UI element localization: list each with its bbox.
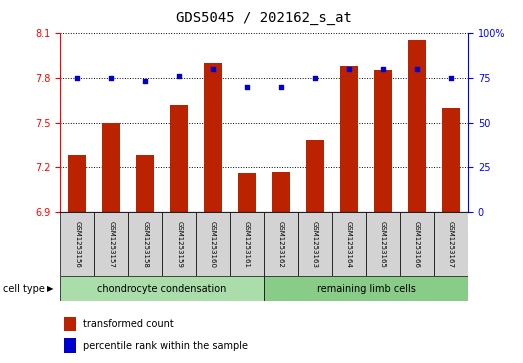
Text: GSM1253160: GSM1253160: [210, 221, 216, 268]
Bar: [204, 62, 222, 212]
Text: GSM1253158: GSM1253158: [142, 221, 148, 268]
Bar: [272, 172, 290, 212]
Bar: [340, 66, 358, 212]
Point: [413, 66, 422, 72]
Bar: [162, 212, 196, 276]
Text: GSM1253159: GSM1253159: [176, 221, 182, 268]
Point: [209, 66, 218, 72]
Text: ▶: ▶: [47, 284, 53, 293]
Bar: [298, 212, 332, 276]
Text: GSM1253161: GSM1253161: [244, 221, 250, 268]
Bar: [68, 155, 86, 212]
Bar: [64, 338, 76, 353]
Text: chondrocyte condensation: chondrocyte condensation: [97, 284, 227, 294]
Text: GSM1253166: GSM1253166: [414, 221, 420, 268]
Point: [175, 73, 184, 79]
Bar: [102, 123, 120, 212]
Bar: [238, 174, 256, 212]
Text: GSM1253157: GSM1253157: [108, 221, 114, 268]
Bar: [434, 212, 468, 276]
Text: percentile rank within the sample: percentile rank within the sample: [83, 340, 247, 351]
Bar: [408, 40, 426, 212]
Point: [345, 66, 354, 72]
Bar: [264, 212, 298, 276]
Bar: [230, 212, 264, 276]
Point: [311, 75, 320, 81]
Text: GSM1253165: GSM1253165: [380, 221, 386, 268]
Text: GSM1253167: GSM1253167: [448, 221, 454, 268]
Bar: [60, 276, 264, 301]
Bar: [374, 70, 392, 212]
Text: cell type: cell type: [3, 284, 44, 294]
Bar: [306, 140, 324, 212]
Text: GDS5045 / 202162_s_at: GDS5045 / 202162_s_at: [176, 11, 352, 25]
Bar: [170, 105, 188, 212]
Bar: [400, 212, 434, 276]
Point: [277, 84, 286, 90]
Text: GSM1253164: GSM1253164: [346, 221, 352, 268]
Text: remaining limb cells: remaining limb cells: [316, 284, 416, 294]
Text: transformed count: transformed count: [83, 319, 173, 329]
Bar: [128, 212, 162, 276]
Bar: [60, 212, 94, 276]
Bar: [94, 212, 128, 276]
Bar: [442, 107, 460, 212]
Point: [243, 84, 252, 90]
Bar: [366, 212, 400, 276]
Point: [379, 66, 388, 72]
Text: GSM1253156: GSM1253156: [74, 221, 80, 268]
Point: [447, 75, 456, 81]
Bar: [196, 212, 230, 276]
Bar: [264, 276, 468, 301]
Text: GSM1253162: GSM1253162: [278, 221, 284, 268]
Point: [107, 75, 116, 81]
Text: GSM1253163: GSM1253163: [312, 221, 318, 268]
Bar: [64, 317, 76, 331]
Point: [141, 78, 150, 84]
Bar: [136, 155, 154, 212]
Point: [73, 75, 82, 81]
Bar: [332, 212, 366, 276]
